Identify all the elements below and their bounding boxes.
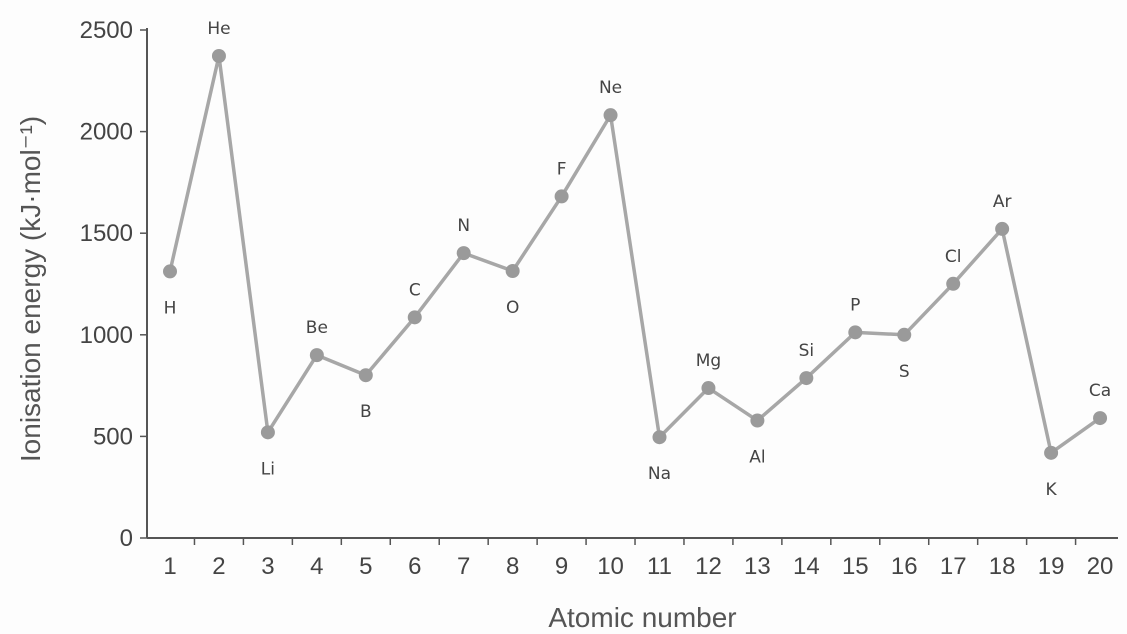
data-point — [1044, 445, 1059, 460]
x-tick-label: 2 — [212, 553, 225, 580]
data-label: Li — [261, 459, 275, 479]
data-point — [848, 325, 863, 340]
data-label: Be — [306, 318, 328, 338]
data-label: Ar — [993, 192, 1012, 212]
x-tick-label: 15 — [842, 553, 869, 580]
data-label: F — [557, 159, 567, 179]
data-point — [211, 49, 226, 64]
x-tick-label: 18 — [989, 553, 1016, 580]
y-axis-title: Ionisation energy (kJ·mol⁻¹) — [15, 116, 46, 462]
data-label: He — [207, 19, 230, 39]
data-label: Ca — [1089, 381, 1111, 401]
y-ticks: 0 500 1000 1500 2000 2500 — [80, 17, 147, 552]
x-tick-label: 8 — [506, 553, 519, 580]
y-tick-label: 2000 — [80, 119, 133, 146]
data-label: P — [850, 295, 860, 315]
series-line — [168, 54, 1102, 455]
x-tick-label: 6 — [408, 553, 421, 580]
x-tick-label: 17 — [940, 553, 967, 580]
x-tick-label: 16 — [891, 553, 918, 580]
data-point — [358, 368, 373, 383]
data-point — [554, 189, 569, 204]
data-label: O — [506, 298, 519, 318]
x-tick-label: 11 — [647, 553, 672, 580]
data-point — [750, 413, 765, 428]
data-point — [946, 276, 961, 291]
data-point — [652, 430, 667, 445]
data-label: Mg — [696, 351, 721, 371]
x-tick-label: 1 — [163, 553, 176, 580]
x-tick-label: 19 — [1038, 553, 1065, 580]
data-point — [456, 246, 471, 261]
data-point — [163, 264, 177, 279]
x-tick-label: 7 — [457, 553, 470, 580]
axes — [146, 28, 1118, 539]
data-point — [701, 381, 716, 396]
data-label: N — [457, 216, 470, 236]
x-tick-label: 4 — [310, 553, 323, 580]
data-point — [799, 371, 814, 386]
data-label: S — [899, 362, 910, 382]
series: H He Li Be B C N O F Ne Na Mg Al Si P S Cl Ar K Ca — [163, 19, 1111, 500]
data-label: Na — [648, 464, 671, 484]
x-tick-label: 12 — [695, 553, 722, 580]
x-axis-title: Atomic number — [548, 602, 736, 633]
data-label: Al — [749, 448, 765, 468]
x-tick-label: 13 — [744, 553, 771, 580]
y-tick-label: 1500 — [80, 220, 133, 247]
data-point — [1093, 411, 1108, 426]
data-label: C — [409, 280, 421, 300]
x-tick-label: 10 — [597, 553, 624, 580]
x-tick-label: 20 — [1087, 553, 1114, 580]
data-label: H — [164, 298, 177, 318]
data-label: Cl — [945, 247, 962, 267]
data-label: Si — [799, 341, 815, 361]
data-point — [505, 263, 520, 278]
data-point — [309, 348, 324, 363]
data-point — [995, 221, 1010, 236]
data-label: K — [1046, 480, 1058, 500]
data-label: Ne — [599, 78, 622, 98]
y-tick-label: 0 — [120, 525, 133, 552]
x-tick-label: 5 — [359, 553, 372, 580]
data-label: B — [360, 402, 372, 422]
x-tick-label: 9 — [555, 553, 568, 580]
data-point — [897, 327, 912, 342]
data-point — [407, 310, 422, 325]
x-tick-label: 14 — [793, 553, 820, 580]
data-point — [260, 425, 275, 440]
data-point — [603, 108, 618, 123]
y-tick-label: 1000 — [80, 322, 133, 349]
x-tick-label: 3 — [261, 553, 274, 580]
y-tick-label: 2500 — [80, 17, 133, 44]
x-ticks: 1 2 3 4 5 6 7 8 9 10 11 12 13 14 15 16 17 18 19 20 — [163, 538, 1113, 580]
y-tick-label: 500 — [93, 423, 133, 450]
